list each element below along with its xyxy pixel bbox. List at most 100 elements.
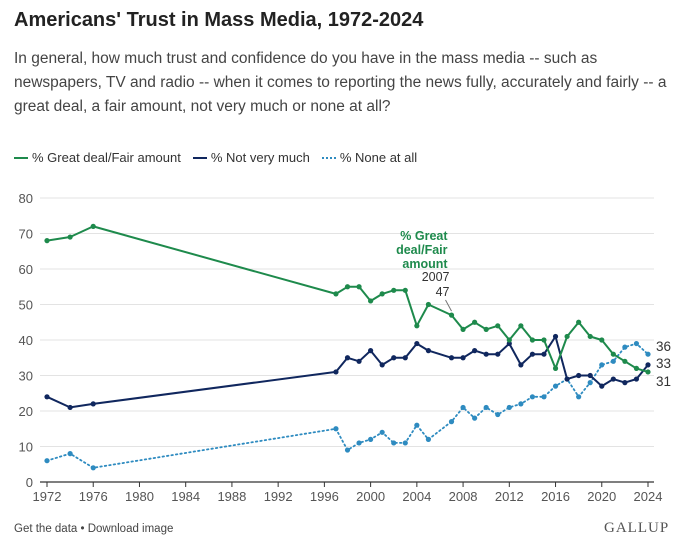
data-point-not-very-much	[368, 348, 374, 354]
data-point-none-at-all	[414, 422, 420, 428]
data-point-great-deal	[645, 369, 651, 375]
data-point-not-very-much	[622, 380, 628, 386]
annotation-value: 47	[436, 285, 450, 299]
data-point-none-at-all	[541, 394, 547, 400]
x-tick-label: 2008	[449, 489, 478, 504]
x-tick-label: 1996	[310, 489, 339, 504]
data-point-not-very-much	[391, 355, 397, 361]
y-tick-label: 60	[19, 262, 33, 277]
data-point-not-very-much	[541, 351, 547, 357]
chart-legend: % Great deal/Fair amount % Not very much…	[14, 150, 429, 165]
data-point-not-very-much	[483, 351, 489, 357]
data-point-not-very-much	[599, 383, 605, 389]
legend-swatch-not-very-much	[192, 156, 207, 159]
series-line-not-very-much	[46, 335, 649, 409]
data-point-great-deal	[610, 351, 616, 357]
annotation-label-line: deal/Fair	[396, 243, 448, 257]
data-point-none-at-all	[67, 451, 73, 457]
data-point-none-at-all	[645, 351, 651, 357]
data-point-none-at-all	[90, 465, 96, 471]
data-point-great-deal	[402, 287, 408, 293]
data-point-great-deal	[495, 323, 501, 329]
y-tick-label: 40	[19, 333, 33, 348]
chart-subtitle: In general, how much trust and confidenc…	[14, 50, 667, 115]
data-point-great-deal	[633, 365, 640, 371]
data-point-great-deal	[529, 337, 536, 343]
x-tick-label: 1992	[264, 489, 293, 504]
end-label-none-at-all: 36	[656, 339, 671, 354]
data-point-not-very-much	[448, 355, 455, 361]
data-point-great-deal	[587, 333, 593, 340]
x-tick-label: 1980	[125, 489, 154, 504]
data-point-not-very-much	[425, 348, 432, 354]
annotation-year: 2007	[422, 270, 450, 284]
data-point-not-very-much	[587, 372, 593, 379]
data-point-great-deal	[552, 365, 559, 371]
gallup-logo: GALLUP	[604, 520, 670, 536]
x-tick-label: 2020	[587, 489, 616, 504]
data-point-none-at-all	[344, 447, 351, 453]
y-tick-label: 10	[19, 440, 33, 455]
y-tick-label: 30	[19, 369, 33, 384]
data-point-great-deal	[90, 223, 96, 229]
data-point-great-deal	[622, 358, 628, 364]
data-point-not-very-much	[402, 355, 408, 361]
data-point-great-deal	[541, 337, 547, 343]
data-point-great-deal	[67, 234, 73, 240]
data-point-great-deal	[379, 291, 385, 297]
data-point-great-deal	[472, 319, 478, 325]
data-point-none-at-all	[622, 344, 628, 350]
y-tick-label: 20	[19, 404, 33, 419]
x-tick-label: 1976	[79, 489, 108, 504]
data-point-none-at-all	[472, 415, 478, 421]
data-point-great-deal	[576, 319, 582, 325]
data-point-not-very-much	[645, 362, 651, 368]
annotation-leader-line	[445, 299, 452, 312]
data-point-none-at-all	[368, 436, 374, 442]
data-point-great-deal	[564, 333, 570, 340]
data-point-none-at-all	[402, 440, 408, 446]
data-point-great-deal	[448, 312, 455, 318]
data-point-none-at-all	[518, 401, 524, 407]
data-point-great-deal	[414, 323, 420, 329]
x-tick-label: 2000	[356, 489, 385, 504]
data-point-none-at-all	[44, 458, 50, 464]
data-point-none-at-all	[576, 394, 582, 400]
data-point-not-very-much	[472, 348, 478, 354]
data-point-not-very-much	[518, 362, 524, 368]
data-point-not-very-much	[379, 362, 385, 368]
data-point-none-at-all	[587, 380, 593, 386]
data-point-none-at-all	[529, 394, 536, 400]
data-point-great-deal	[483, 326, 489, 332]
x-tick-label: 2016	[541, 489, 570, 504]
data-point-none-at-all	[552, 383, 559, 389]
data-point-not-very-much	[564, 376, 570, 382]
data-point-not-very-much	[414, 340, 420, 347]
x-tick-label: 1988	[217, 489, 246, 504]
data-point-none-at-all	[460, 404, 466, 411]
data-point-none-at-all	[506, 404, 512, 411]
footer-links[interactable]: Get the data • Download image	[14, 523, 174, 535]
data-point-none-at-all	[610, 358, 616, 364]
data-point-not-very-much	[552, 333, 559, 340]
data-point-great-deal	[44, 238, 50, 244]
data-point-great-deal	[518, 323, 524, 329]
legend-item-great-deal: % Great deal/Fair amount	[14, 150, 181, 165]
x-tick-label: 2024	[634, 489, 663, 504]
legend-swatch-none-at-all	[321, 156, 336, 159]
x-tick-label: 1972	[33, 489, 62, 504]
data-point-not-very-much	[344, 355, 351, 361]
data-point-none-at-all	[333, 426, 339, 432]
y-tick-label: 80	[19, 191, 33, 206]
data-point-none-at-all	[379, 429, 385, 435]
data-point-none-at-all	[425, 436, 432, 442]
data-point-none-at-all	[495, 411, 501, 418]
x-tick-label: 2012	[495, 489, 524, 504]
data-point-not-very-much	[610, 376, 616, 382]
data-point-great-deal	[356, 284, 362, 290]
y-tick-label: 70	[19, 227, 33, 242]
data-point-none-at-all	[448, 419, 455, 425]
data-point-none-at-all	[599, 362, 605, 368]
